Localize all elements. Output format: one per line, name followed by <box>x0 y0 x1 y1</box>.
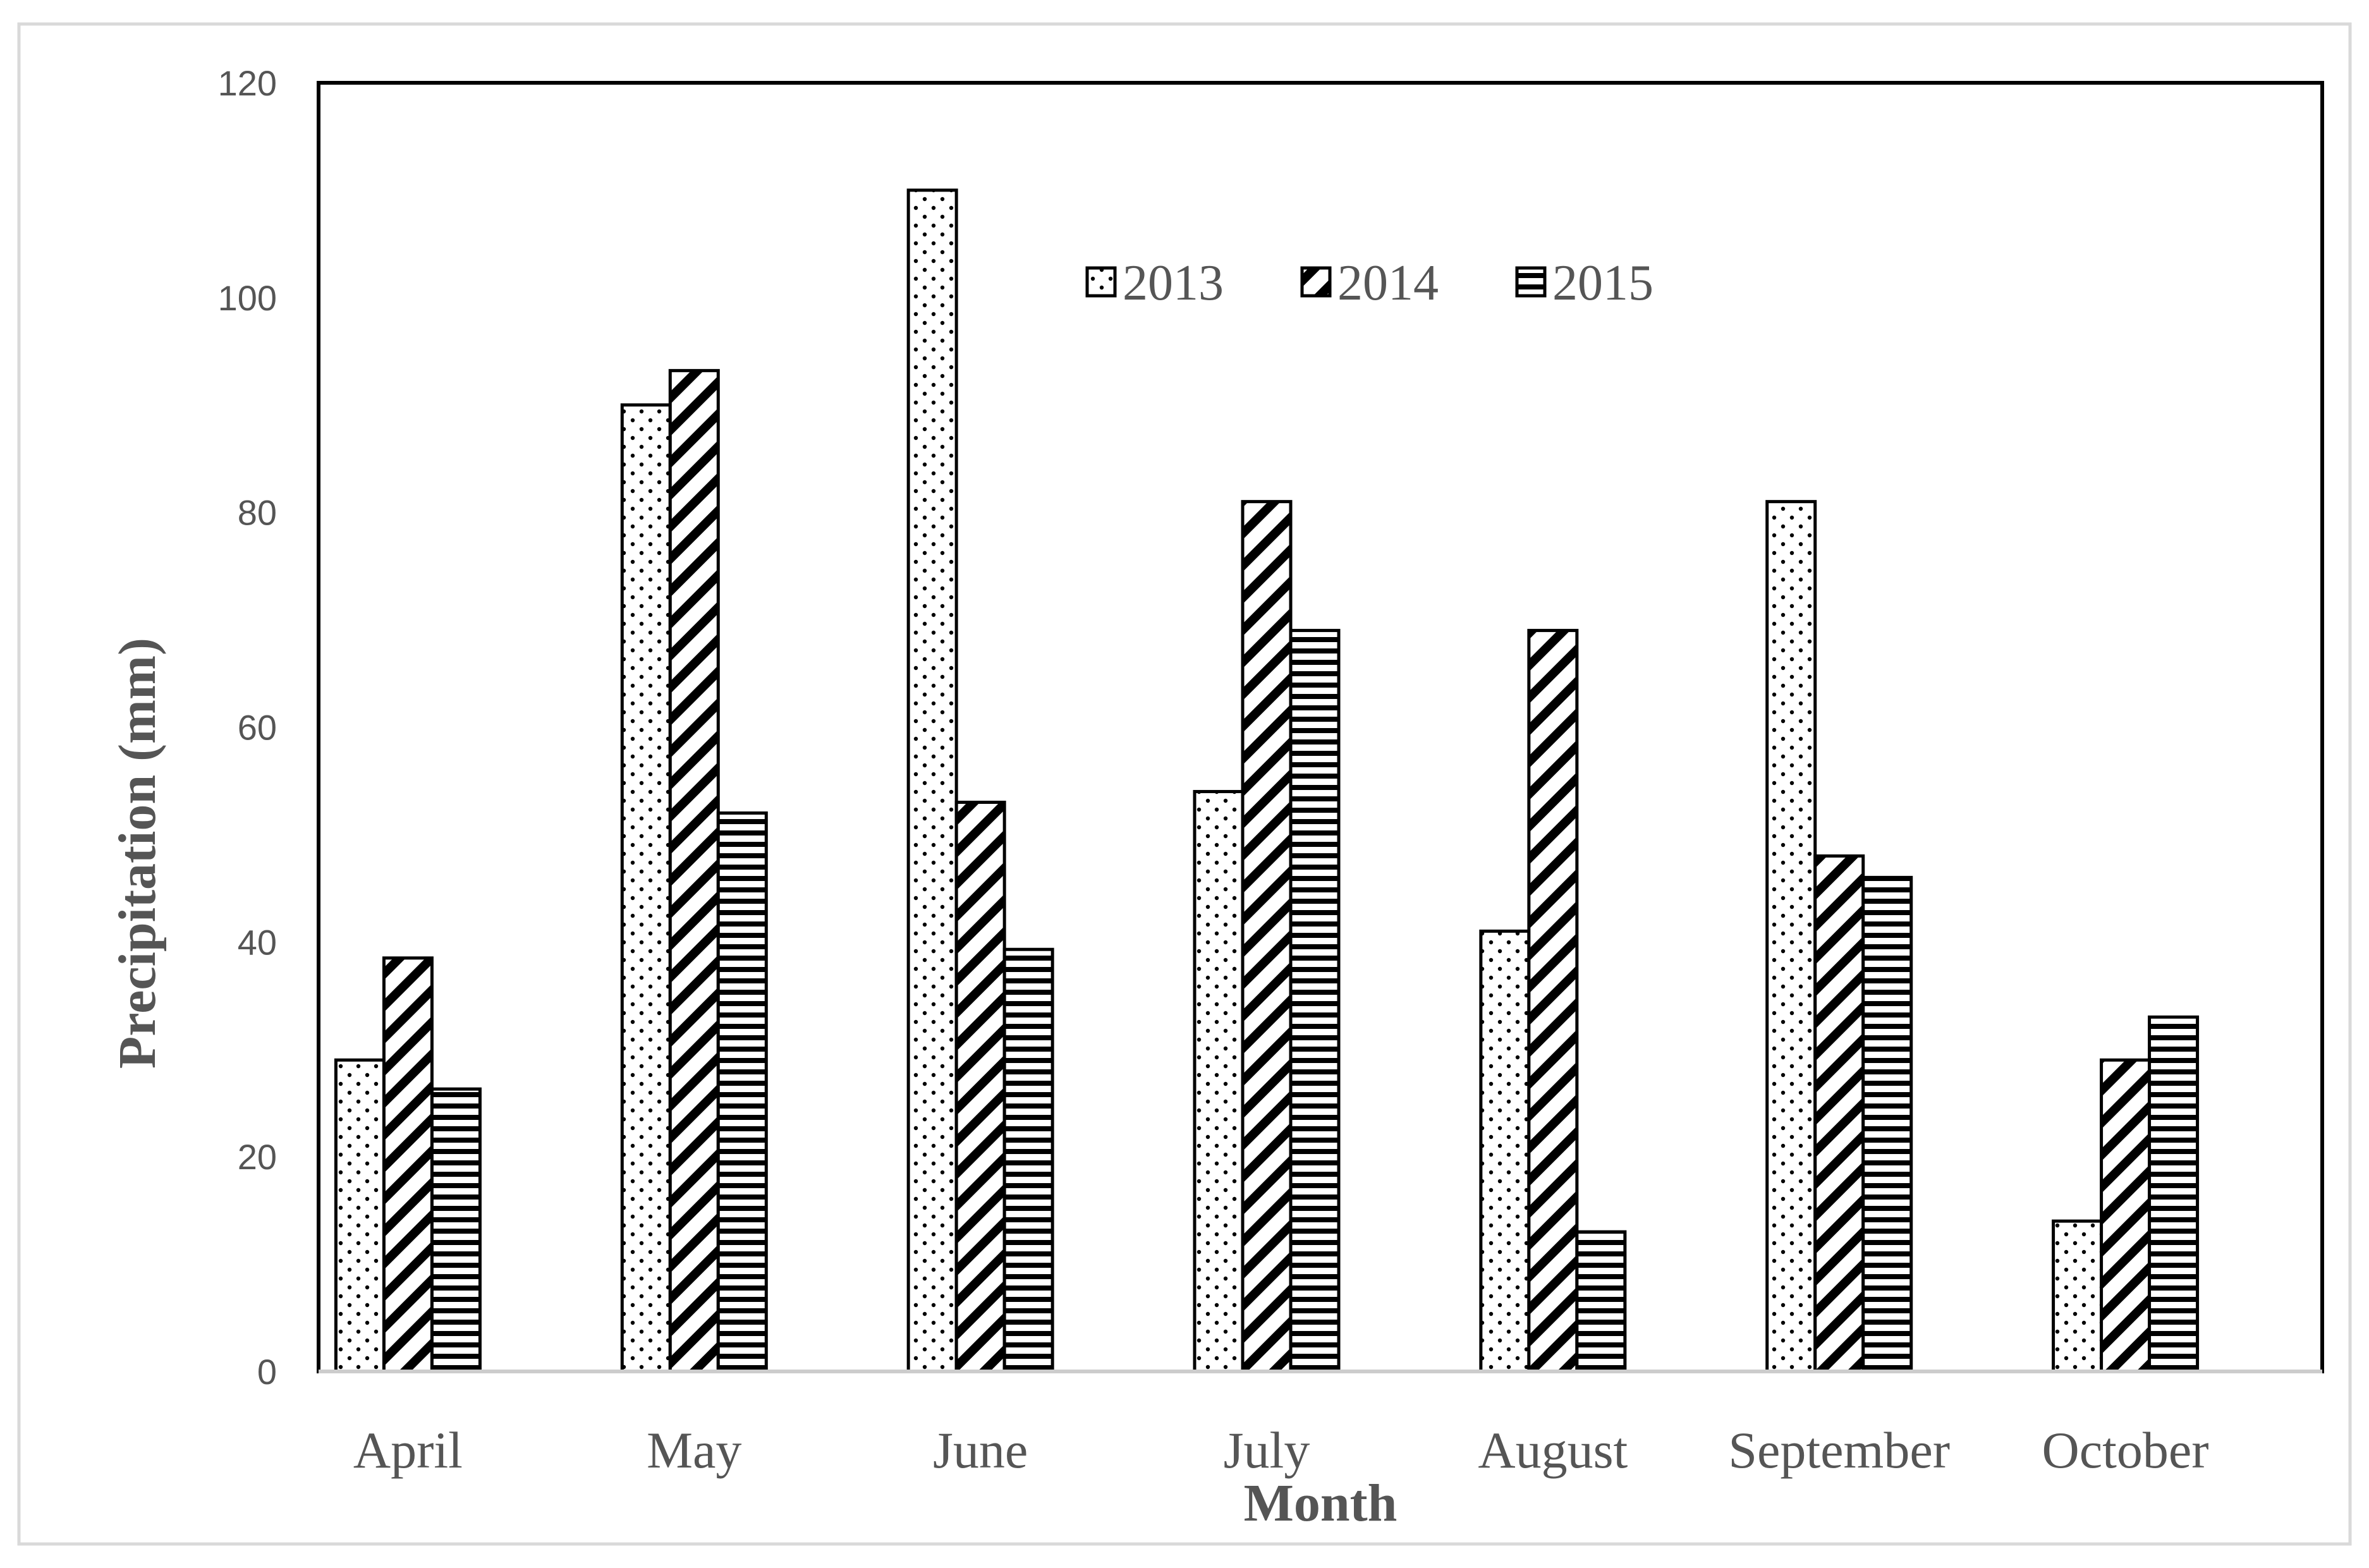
bar-2015-june <box>1002 947 1054 1373</box>
bar-2013-april <box>334 1058 386 1373</box>
legend-label: 2014 <box>1337 255 1439 311</box>
x-tick-label: September <box>1728 1421 1950 1479</box>
bar-2014-august <box>1527 629 1579 1373</box>
y-tick-label: 0 <box>257 1352 277 1392</box>
bar-2014-september <box>1813 854 1865 1373</box>
legend-swatch-2014 <box>1300 266 1332 298</box>
bar-2015-may <box>716 811 768 1373</box>
y-tick-label: 100 <box>218 278 277 318</box>
bar-2013-september <box>1765 500 1817 1373</box>
bar-2013-october <box>2052 1219 2104 1373</box>
bar-2015-august <box>1575 1230 1627 1373</box>
bar-2013-may <box>620 403 672 1373</box>
bar-2013-june <box>906 188 958 1373</box>
legend: 2013 2014 2015 <box>1085 255 1653 311</box>
legend-label: 2013 <box>1123 255 1224 311</box>
x-tick-label: August <box>1478 1421 1628 1479</box>
bar-2013-august <box>1479 929 1531 1373</box>
bar-2014-july <box>1241 500 1293 1373</box>
outer-border <box>17 22 2352 1546</box>
bar-2015-april <box>430 1087 482 1373</box>
legend-swatch-2013 <box>1085 266 1117 298</box>
x-tick-label: June <box>933 1421 1028 1479</box>
bar-2014-april <box>382 956 434 1373</box>
y-tick-label: 20 <box>238 1137 277 1177</box>
bars <box>334 188 2200 1373</box>
y-axis-title: Precipitation (mm) <box>108 638 167 1069</box>
x-axis-title: Month <box>1244 1474 1398 1533</box>
legend-swatch-2015 <box>1515 266 1547 298</box>
bar-2015-july <box>1289 629 1341 1373</box>
legend-label: 2015 <box>1552 255 1653 311</box>
bar-2014-october <box>2100 1058 2152 1373</box>
x-tick-label: April <box>353 1421 463 1479</box>
y-tick-label: 40 <box>238 922 277 962</box>
bar-2014-may <box>668 368 720 1373</box>
x-tick-label: May <box>647 1421 741 1479</box>
y-axis-ticks: 0 20 40 60 80 100 120 <box>218 63 277 1392</box>
bar-2015-september <box>1861 875 1913 1373</box>
x-tick-label: October <box>2042 1421 2209 1479</box>
y-tick-label: 60 <box>238 708 277 748</box>
bar-2013-july <box>1193 789 1245 1373</box>
bar-2014-june <box>954 800 1006 1373</box>
x-tick-label: July <box>1224 1421 1310 1479</box>
bar-2015-october <box>2148 1015 2200 1373</box>
y-tick-label: 80 <box>238 493 277 533</box>
y-tick-label: 120 <box>218 63 277 103</box>
x-axis-ticks: April May June July August September October <box>353 1421 2209 1479</box>
